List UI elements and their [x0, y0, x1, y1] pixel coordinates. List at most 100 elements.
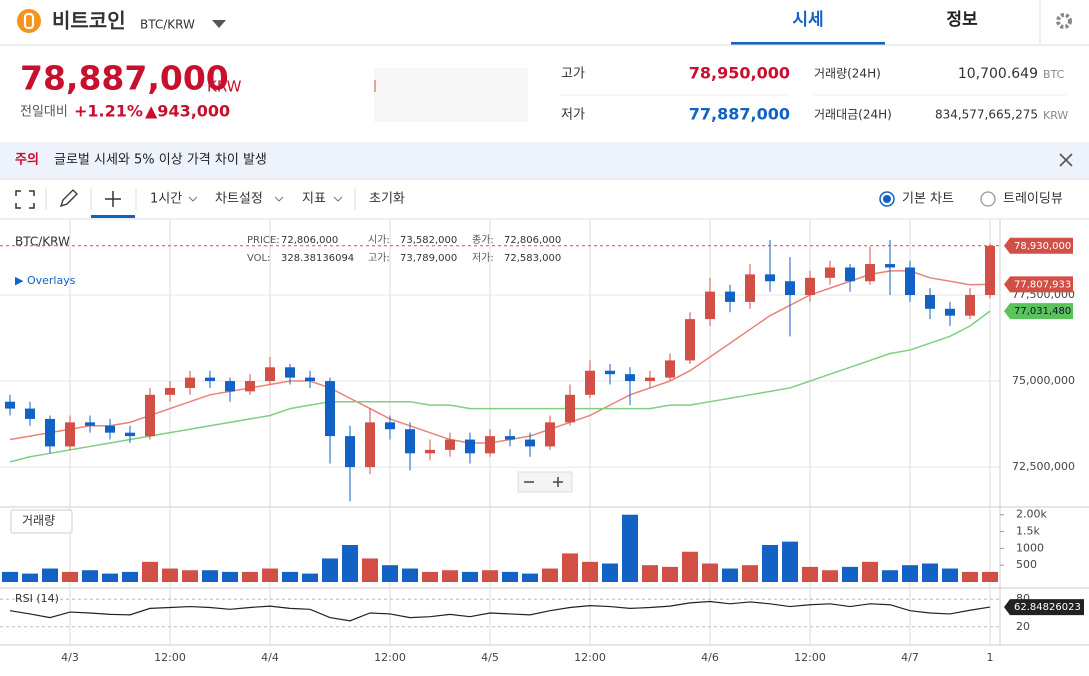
volume-label: 거래량(24H) — [814, 67, 881, 81]
change-label: 전일대비 — [20, 105, 68, 120]
volume-bar — [962, 571, 978, 582]
ma-last-label: 77,807,933 — [1014, 279, 1071, 290]
last-price-label-box — [1004, 237, 1073, 254]
volume-bar — [262, 568, 278, 582]
radio[interactable] — [980, 191, 996, 207]
crosshair-icon[interactable] — [105, 191, 121, 207]
price-unit: KRW — [207, 78, 242, 96]
mini-chart — [374, 68, 528, 122]
candle-body — [285, 367, 295, 378]
volume-bar — [722, 568, 738, 582]
candle-body — [345, 436, 355, 468]
candle-body — [565, 394, 575, 423]
volume-bar — [882, 570, 898, 582]
volume-bar — [662, 566, 678, 582]
tab-info[interactable]: 정보 — [946, 10, 978, 30]
reset-button[interactable]: 초기화 — [369, 192, 405, 207]
candle-body — [245, 381, 255, 392]
radio-dot — [883, 195, 891, 203]
volume-bar — [802, 566, 818, 582]
interval-button[interactable]: 1시간 — [150, 192, 182, 207]
candle-body — [885, 264, 895, 268]
tab-price[interactable]: 시세 — [792, 10, 823, 30]
high-label: 고가 — [561, 67, 585, 82]
volume-bar — [582, 561, 598, 582]
candle-body — [405, 429, 415, 454]
settings-icon[interactable] — [1056, 13, 1072, 29]
volume-bar — [622, 514, 638, 582]
candle-body — [25, 408, 35, 419]
x-tick-label: 4/7 — [901, 651, 919, 664]
candle-body — [45, 418, 55, 447]
volume-bar — [162, 568, 178, 582]
info-label: 시가: — [368, 234, 390, 246]
candle-body — [745, 274, 755, 302]
x-tick-label: 12:00 — [574, 651, 606, 664]
volume-bar — [22, 573, 38, 582]
candle-body — [665, 360, 675, 378]
candle-body — [5, 401, 15, 409]
ma-last-label-box — [1004, 276, 1073, 293]
candle-body — [645, 377, 655, 382]
volume-bar — [522, 573, 538, 582]
x-tick-label: 12:00 — [374, 651, 406, 664]
ma-last-label: 77,031,480 — [1014, 306, 1071, 317]
candle-body — [185, 377, 195, 388]
high-value: 78,950,000 — [689, 64, 790, 83]
volume-bar — [542, 568, 558, 582]
amount-value: 834,577,665,275 — [935, 108, 1038, 122]
candle-body — [105, 425, 115, 433]
notice-close[interactable] — [1059, 153, 1073, 167]
overlays-toggle: ▶ Overlays — [15, 274, 76, 287]
info-label: 고가: — [368, 252, 390, 264]
candle-body — [825, 267, 835, 278]
volume-bar — [402, 568, 418, 582]
candle-body — [925, 295, 935, 309]
dropdown-arrow[interactable] — [212, 20, 226, 28]
candle-body — [545, 422, 555, 447]
x-tick-label: 4/3 — [61, 651, 79, 664]
volume-bar — [682, 551, 698, 582]
candle-body — [725, 291, 735, 302]
candle-body — [845, 267, 855, 282]
info-label: 종가: — [472, 234, 494, 246]
volume-bar — [222, 571, 238, 582]
notice-bar — [0, 142, 1089, 178]
x-tick-label: 1 — [987, 651, 994, 664]
volume-bar — [182, 570, 198, 582]
info-value: 73,582,000 — [400, 235, 457, 246]
moving-average — [9, 270, 991, 444]
coin-name: 비트코인 — [52, 9, 126, 33]
info-value: 72,583,000 — [504, 253, 561, 264]
volume-bar — [742, 565, 758, 582]
volume-bar — [942, 568, 958, 582]
volume-bar — [202, 570, 218, 582]
basic-chart-option[interactable]: 기본 차트 — [902, 192, 954, 207]
volume-bar — [702, 563, 718, 582]
volume-tick-label: 500 — [1016, 558, 1037, 571]
tab-underline — [731, 42, 885, 45]
settings-button[interactable]: 차트설정 — [215, 192, 263, 207]
info-value: 328.38136094 — [281, 253, 354, 264]
volume-bar — [642, 565, 658, 582]
candle-body — [605, 370, 615, 375]
indicators-button[interactable]: 지표 — [302, 192, 326, 207]
tradingview-option[interactable]: 트레이딩뷰 — [1003, 192, 1063, 207]
x-tick-label: 4/5 — [481, 651, 499, 664]
radio-selected[interactable] — [879, 191, 895, 207]
candle-body — [205, 377, 215, 382]
volume-bar — [302, 573, 318, 582]
volume-tick-label: 2.00k — [1016, 508, 1047, 521]
coin-icon — [17, 9, 41, 33]
volume-bar — [2, 571, 18, 582]
volume-bar — [782, 541, 798, 582]
candle-body — [165, 387, 175, 395]
volume-unit: BTC — [1043, 68, 1065, 81]
candle-body — [785, 281, 795, 296]
draw-icon[interactable] — [59, 189, 78, 208]
fullscreen-icon[interactable] — [15, 190, 35, 209]
volume-bar — [462, 571, 478, 582]
coin-pair: BTC/KRW — [140, 18, 195, 32]
candle-body — [965, 295, 975, 316]
